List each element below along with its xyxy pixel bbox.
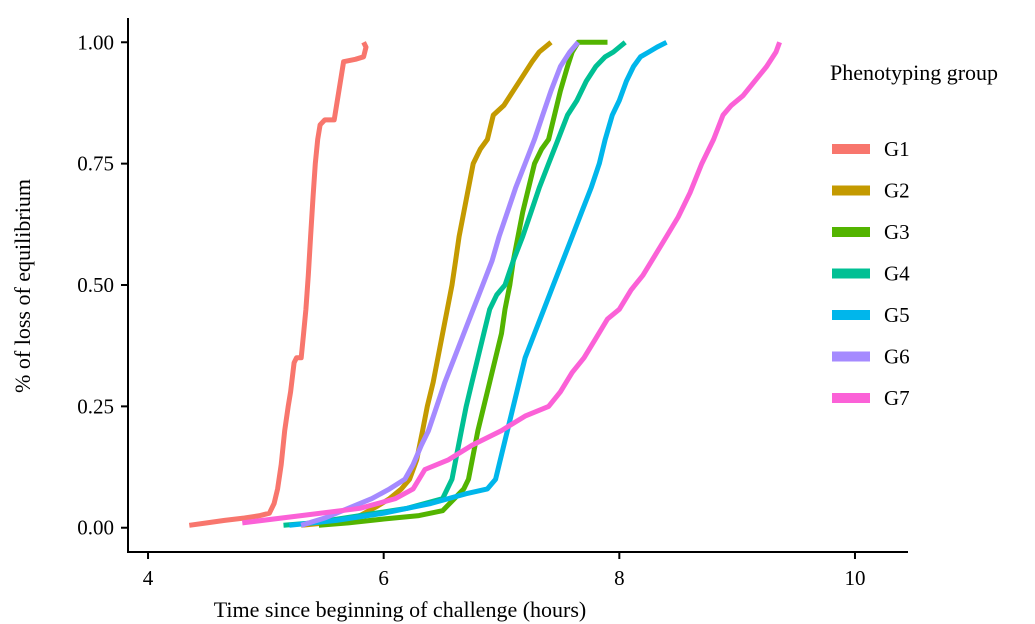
legend-swatch-g2 xyxy=(832,185,870,196)
legend-label-g5: G5 xyxy=(884,303,910,327)
legend-swatch-g7 xyxy=(832,393,870,403)
y-tick-label: 0.50 xyxy=(77,273,114,297)
y-tick-label: 0.25 xyxy=(77,394,114,418)
series-line-g1 xyxy=(188,41,369,528)
legend-label-g4: G4 xyxy=(884,262,910,286)
legend-title: Phenotyping group xyxy=(830,60,998,85)
legend-swatch-g5 xyxy=(832,310,870,320)
y-tick-label: 0.75 xyxy=(77,152,114,176)
series-lines xyxy=(188,39,782,528)
x-tick-label: 8 xyxy=(614,566,625,590)
series-line-g5 xyxy=(289,40,668,528)
legend-label-g2: G2 xyxy=(884,179,910,203)
legend-swatch-g1 xyxy=(832,144,870,154)
y-axis-ticks: 0.00 0.25 0.50 0.75 1.00 xyxy=(77,30,128,540)
y-tick-label: 1.00 xyxy=(77,30,114,54)
legend-swatch-g4 xyxy=(832,268,870,279)
x-axis-title: Time since beginning of challenge (hours… xyxy=(214,597,587,622)
series-line-g6 xyxy=(300,40,580,528)
y-axis-title: % of loss of equilibrium xyxy=(10,179,35,393)
x-tick-label: 4 xyxy=(143,566,154,590)
series-line-g7 xyxy=(241,41,782,526)
plot-area: 0.00 0.25 0.50 0.75 1.00 4 6 8 10 xyxy=(77,18,908,590)
y-tick-label: 0.00 xyxy=(77,516,114,540)
series-line-g2 xyxy=(300,40,553,528)
x-tick-label: 10 xyxy=(844,566,865,590)
x-tick-label: 6 xyxy=(378,566,389,590)
legend-label-g7: G7 xyxy=(884,386,910,410)
x-axis-ticks: 4 6 8 10 xyxy=(143,552,865,590)
series-line-g4 xyxy=(283,40,627,528)
legend-label-g1: G1 xyxy=(884,137,910,161)
legend-swatch-g3 xyxy=(832,227,870,237)
legend-label-g3: G3 xyxy=(884,220,910,244)
legend-items: G1 G2 G3 G4 G5 G6 G7 xyxy=(832,137,910,410)
legend-label-g6: G6 xyxy=(884,345,910,369)
legend-swatch-g6 xyxy=(832,351,870,362)
series-line-g3 xyxy=(318,39,608,528)
legend: Phenotyping group G1 G2 G3 G4 G5 G6 G7 xyxy=(830,60,998,410)
